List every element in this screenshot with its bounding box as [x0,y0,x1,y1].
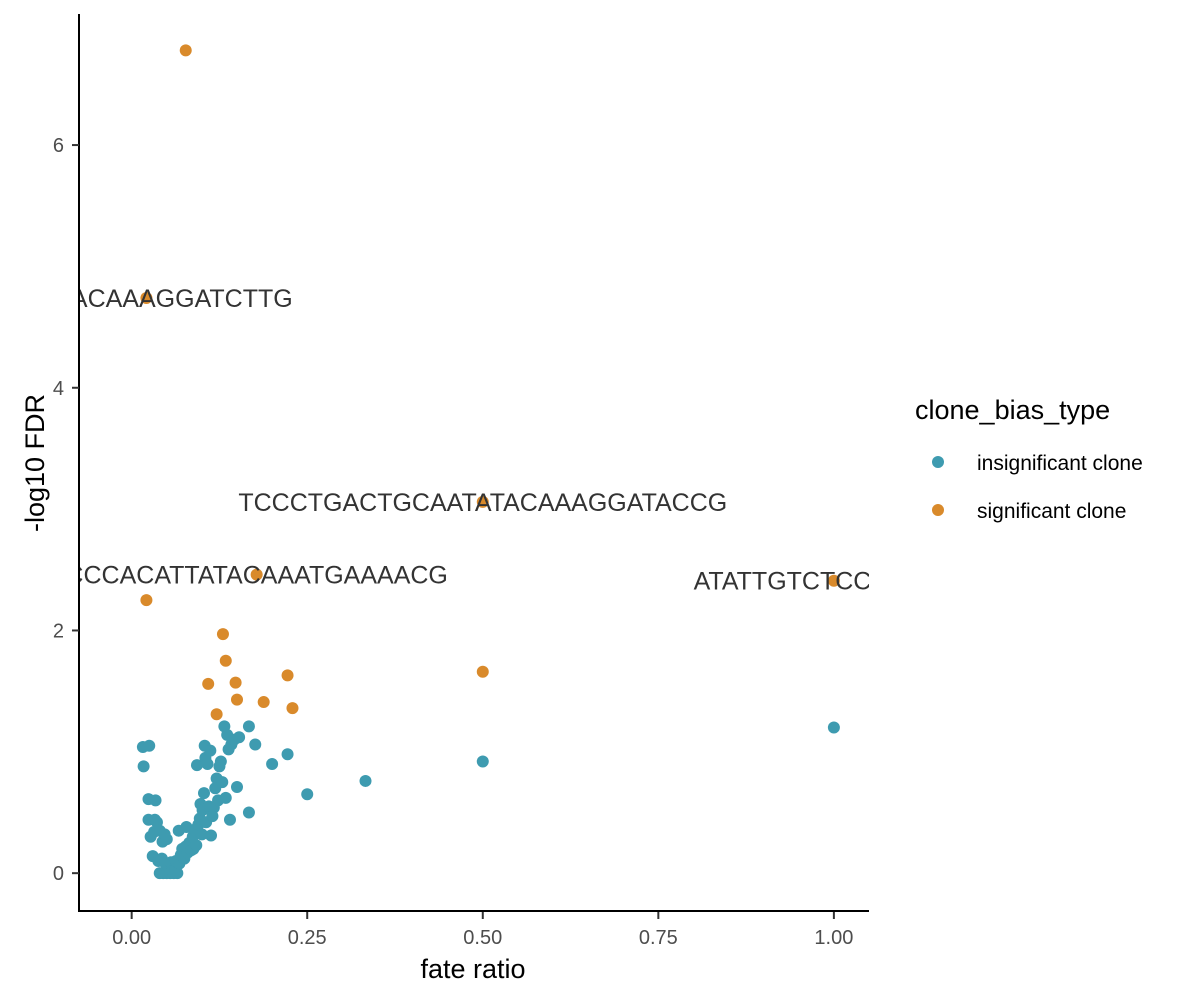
data-point [140,291,153,304]
legend: clone_bias_type insignificant clone signi… [915,395,1143,523]
x-tick-label: 0.25 [288,927,327,949]
data-point [476,665,489,678]
data-point [204,744,217,757]
data-point [827,574,840,587]
data-point [202,677,215,690]
data-point [281,748,294,761]
series-insignificant [136,720,840,880]
data-point [219,654,232,667]
point-label: TCCCTGACTGCAATATACAAAGGATACCG [238,489,727,517]
data-point [476,755,489,768]
point-label: CCCACATTATACAAATGAAAACG [65,562,447,590]
y-axis-title: -log10 FDR [20,394,50,532]
legend-label: significant clone [977,500,1126,523]
y-axis-ticks: 0 2 4 6 [53,135,79,885]
data-point [143,739,156,752]
data-point [190,839,203,852]
point-label: ATATTGTCTCCAGTTGA [694,568,975,596]
point-annotations: GAACACAAAGGATCTTG TCCCTGACTGCAATATACAAAGG… [0,285,975,596]
series-significant [140,44,840,721]
data-point [281,669,294,682]
data-point [216,776,229,789]
x-axis-ticks: 0.00 0.25 0.50 0.75 1.00 [112,912,853,949]
data-point [301,788,314,801]
data-point [827,721,840,734]
data-point [242,720,255,733]
data-point [216,628,229,641]
data-point [359,774,372,787]
data-point [229,676,242,689]
data-point [286,702,299,715]
data-point [197,787,210,800]
data-point [223,813,236,826]
legend-key [932,504,944,516]
data-point [210,708,223,721]
data-point [160,833,173,846]
y-tick-label: 0 [53,863,64,885]
y-tick-label: 6 [53,135,64,157]
data-point [140,594,153,607]
data-point [201,757,214,770]
data-point [195,828,208,841]
x-tick-label: 1.00 [814,927,853,949]
x-tick-label: 0.50 [463,927,502,949]
legend-title: clone_bias_type [915,395,1110,425]
data-point [190,759,203,772]
data-point [242,806,255,819]
data-point [219,791,232,804]
x-tick-label: 0.00 [112,927,151,949]
legend-label: insignificant clone [977,452,1143,475]
legend-key [932,456,944,468]
data-point [149,794,162,807]
data-point [476,495,489,508]
y-tick-label: 4 [53,378,64,400]
legend-items: insignificant clone significant clone [932,452,1143,523]
data-point [257,696,270,709]
data-point [231,781,243,794]
data-point [233,731,246,744]
data-point [137,760,150,773]
data-point [266,757,279,770]
x-axis-title: fate ratio [420,954,525,984]
data-point [231,693,243,706]
data-points [136,44,840,880]
data-point [214,755,227,768]
data-point [205,829,218,842]
data-point [249,738,262,751]
data-point [171,867,184,880]
axes [78,14,869,912]
data-point [250,568,263,581]
data-point [179,44,192,57]
point-label: GAACACAAAGGATCTTG [0,285,293,313]
y-tick-label: 2 [53,620,64,642]
x-tick-label: 0.75 [639,927,678,949]
